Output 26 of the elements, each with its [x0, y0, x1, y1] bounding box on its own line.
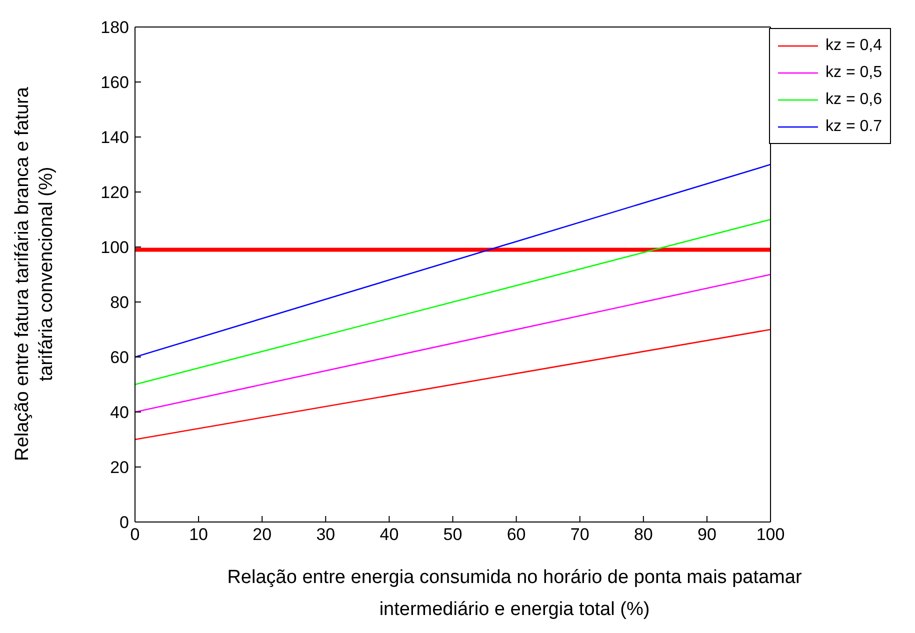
- y-axis-title: Relação entre fatura tarifária branca e fatura tarifária convencional (%): [12, 86, 57, 461]
- x-axis-title: Relação entre energia consumida no horário de ponta mais patamar intermediário e energia total (%): [227, 567, 802, 620]
- legend-label: kz = 0,4: [826, 36, 882, 54]
- x-tick-label: 70: [570, 525, 590, 544]
- y-tick-label: 120: [100, 183, 129, 202]
- y-tick-label: 60: [110, 348, 129, 368]
- y-tick-label: 100: [100, 238, 129, 258]
- y-tick-label: 180: [100, 18, 129, 38]
- x-tick-label: 40: [380, 525, 399, 544]
- legend-label: kz = 0,5: [826, 64, 882, 82]
- x-tick-label: 80: [634, 525, 653, 544]
- x-tick-label: 20: [252, 525, 272, 544]
- x-tick-label: 100: [756, 525, 785, 544]
- x-tick-label: 30: [316, 525, 336, 544]
- legend-label: kz = 0.7: [826, 118, 882, 136]
- x-tick-label: 10: [189, 525, 208, 544]
- y-tick-label: 160: [100, 73, 129, 92]
- legend-label: kz = 0,6: [826, 90, 882, 108]
- x-tick-label: 90: [698, 525, 716, 544]
- y-tick-label: 20: [110, 458, 129, 478]
- x-tick-label: 50: [443, 525, 462, 544]
- y-tick-label: 0: [120, 513, 129, 532]
- y-tick-label: 40: [110, 403, 129, 422]
- y-tick-label: 140: [100, 128, 129, 148]
- x-tick-label: 60: [506, 525, 526, 544]
- y-tick-label: 80: [110, 293, 129, 312]
